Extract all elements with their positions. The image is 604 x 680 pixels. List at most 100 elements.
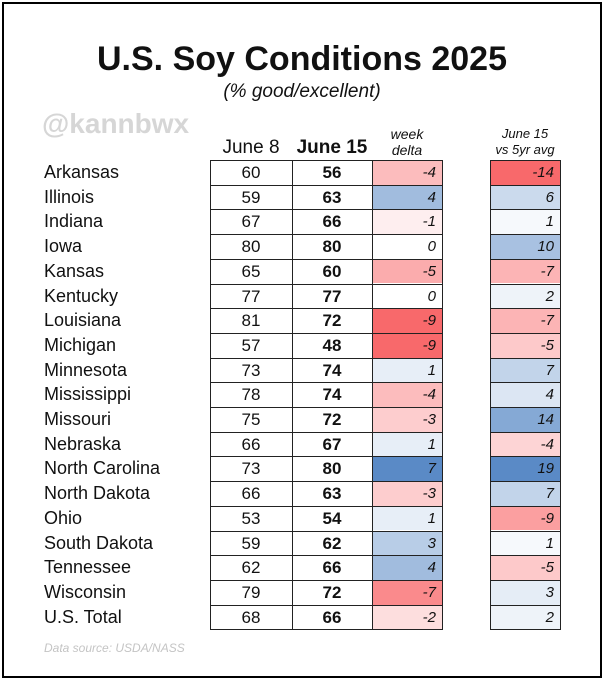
table-row: Tennessee 62 66 4 -5 [0,555,604,580]
state-label: Illinois [44,186,95,207]
avg-grid-hline [490,407,560,408]
june15-value: 80 [322,237,342,257]
week-delta-value: 1 [372,357,442,383]
week-delta-value: 0 [372,283,442,309]
june8-value: 57 [241,335,261,355]
avg-grid-hline [490,160,560,161]
state-label: Tennessee [44,557,132,578]
june15-value: 80 [322,459,342,479]
avg-grid-hline [490,284,560,285]
june8-value: 79 [241,582,261,602]
week-delta-value: 3 [372,530,442,556]
week-delta-value: 7 [372,456,442,482]
june15-value: 67 [322,434,342,454]
vs-5yr-value: -9 [490,505,560,531]
avg-grid-hline [490,432,560,433]
june15-value: 63 [322,484,342,504]
state-label: Missouri [44,409,112,429]
vs-5yr-value: 1 [490,209,560,235]
week-delta-value: 4 [372,184,442,210]
main-grid-hline [210,185,442,186]
june8-value: 53 [241,508,261,528]
main-grid-hline [210,382,442,383]
main-grid-hline [210,160,442,161]
vs-5yr-value: 10 [490,234,560,259]
june15-value: 54 [322,508,342,528]
avg-grid-hline [490,580,560,581]
main-grid-hline [210,629,442,630]
main-grid-hline [210,284,442,285]
june15-value: 63 [322,187,342,207]
avg-grid-hline [490,259,560,260]
avg-grid-hline [490,333,560,334]
week-delta-value: -9 [372,332,442,358]
watermark-handle: @kannbwx [42,108,190,139]
avg-grid-vline [490,160,491,631]
state-label: Louisiana [44,310,122,331]
table-row: South Dakota 59 62 3 1 [0,530,604,556]
main-grid-hline [210,456,442,457]
vs-5yr-value: 6 [490,184,560,210]
state-label: Wisconsin [44,581,127,602]
state-label: Kentucky [44,285,119,306]
avg-grid-hline [490,629,560,630]
header-vs-5yr-line2: vs 5yr avg [495,142,555,157]
june15-value: 74 [322,360,342,380]
main-grid-hline [210,432,442,433]
avg-grid-hline [490,209,560,210]
state-label: Iowa [44,236,83,257]
state-label: North Dakota [44,483,151,504]
week-delta-value: -4 [372,382,442,407]
avg-grid-hline [490,382,560,383]
week-delta-value: -2 [372,604,442,630]
state-label: South Dakota [44,532,154,553]
vs-5yr-value: 19 [490,456,560,482]
week-delta-value: -9 [372,308,442,333]
main-grid-hline [210,358,442,359]
week-delta-value: -7 [372,579,442,605]
june15-value: 72 [322,582,342,602]
table-row: Louisiana 81 72 -9 -7 [0,308,604,333]
main-grid-hline [210,555,442,556]
table-row: Kansas 65 60 -5 -7 [0,258,604,284]
vs-5yr-value: 1 [490,530,560,556]
week-delta-value: -3 [372,481,442,506]
header-week-delta-line1: week [390,126,424,142]
main-grid-vline [210,160,211,631]
june15-value: 72 [322,410,342,429]
main-grid-hline [210,333,442,334]
state-label: Nebraska [44,433,122,454]
vs-5yr-value: -5 [490,555,560,580]
state-label: U.S. Total [44,606,122,627]
header-week-delta: week delta [372,126,442,158]
avg-grid-hline [490,456,560,457]
june8-value: 75 [241,410,261,429]
table-row: Iowa 80 80 0 10 [0,234,604,259]
vs-5yr-value: -7 [490,258,560,284]
table-row: Mississippi 78 74 -4 4 [0,382,604,407]
week-delta-value: 4 [372,555,442,580]
vs-5yr-value: 2 [490,604,560,630]
header-vs-5yr-line1: June 15 [501,126,549,141]
main-grid-hline [210,605,442,606]
main-grid-vline [372,160,373,631]
main-grid-hline [210,580,442,581]
table-row: Illinois 59 63 4 6 [0,184,604,210]
table-row: Indiana 67 66 -1 1 [0,209,604,235]
june8-value: 66 [241,484,261,504]
table-row: Wisconsin 79 72 -7 3 [0,579,604,605]
week-delta-value: -1 [372,209,442,235]
table-row: North Carolina 73 80 7 19 [0,456,604,482]
june8-value: 77 [241,286,261,306]
state-label: Arkansas [44,162,120,182]
vs-5yr-value: -14 [490,160,560,185]
table-row: Minnesota 73 74 1 7 [0,357,604,383]
main-grid-hline [210,308,442,309]
june8-value: 66 [241,434,261,454]
week-delta-value: 1 [372,431,442,457]
avg-grid-vline [560,160,561,631]
avg-grid-hline [490,605,560,606]
june8-value: 62 [241,558,261,578]
vs-5yr-value: 2 [490,283,560,309]
chart-title: U.S. Soy Conditions 2025 [97,40,507,78]
